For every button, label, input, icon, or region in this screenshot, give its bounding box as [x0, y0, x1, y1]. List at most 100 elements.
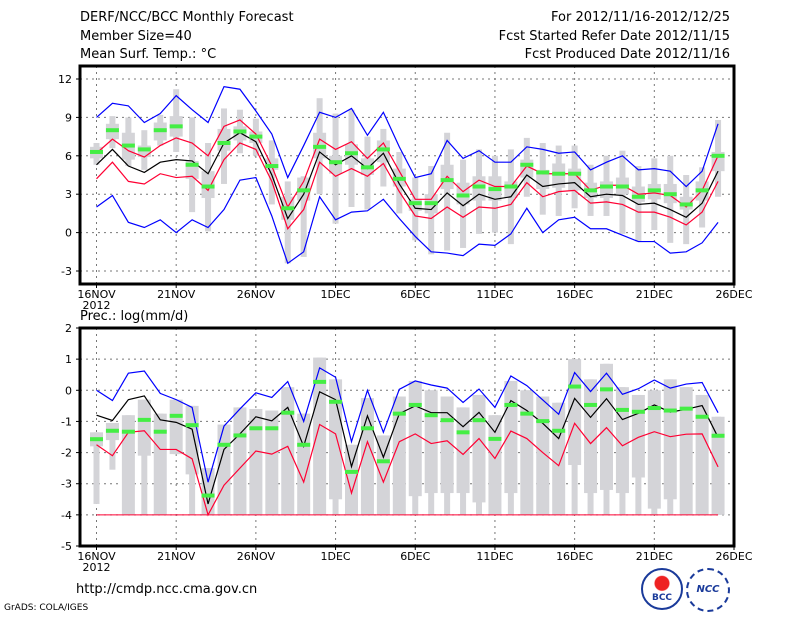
ensemble-whisker: [444, 132, 451, 251]
observation-marker: [169, 124, 183, 129]
y-tick-label: -4: [61, 509, 72, 522]
forecast-produced-date: Fcst Produced Date 2012/11/16: [524, 47, 730, 62]
ensemble-box: [631, 394, 645, 478]
x-year-label: 2012: [83, 561, 111, 574]
observation-marker: [345, 469, 358, 474]
observation-marker: [90, 149, 103, 154]
observation-marker: [329, 160, 343, 165]
bcc-logo: BCC: [641, 568, 683, 610]
x-tick-label: 16DEC: [556, 288, 593, 301]
observation-marker: [615, 184, 629, 189]
x-tick-label: 21NOV: [157, 550, 196, 563]
observation-marker: [695, 188, 709, 193]
ensemble-box: [552, 402, 566, 515]
plot-frame: [78, 326, 736, 548]
x-year-label: 2012: [83, 299, 111, 312]
observation-marker: [520, 411, 534, 416]
member-size: Member Size=40: [80, 29, 192, 44]
observation-marker: [679, 406, 693, 411]
ensemble-box: [408, 380, 422, 497]
ensemble-box: [456, 407, 470, 494]
observation-marker: [536, 419, 550, 424]
max-line: [96, 86, 719, 188]
ensemble-box: [472, 394, 486, 503]
observation-marker: [631, 409, 645, 414]
observation-marker: [472, 184, 486, 189]
ensemble-box: [504, 380, 518, 494]
observation-marker: [615, 407, 629, 412]
ensemble-box: [424, 390, 438, 494]
ensemble-box: [185, 405, 199, 475]
observation-marker: [695, 414, 709, 419]
min-line: [96, 176, 719, 265]
y-tick-label: 12: [58, 73, 72, 86]
observation-marker: [440, 418, 454, 423]
observation-marker: [552, 428, 566, 433]
observation-marker: [424, 413, 438, 418]
observation-marker: [233, 129, 247, 134]
observation-marker: [249, 134, 263, 139]
ensemble-box: [345, 444, 358, 515]
observation-marker: [137, 147, 151, 152]
x-tick-label: 6DEC: [400, 288, 430, 301]
ensemble-box: [137, 399, 151, 456]
x-tick-label: 1DEC: [321, 288, 351, 301]
upper-bound-line: [96, 119, 719, 209]
observation-marker: [663, 408, 677, 413]
ensemble-box: [376, 435, 390, 515]
ensemble-mean-line: [96, 390, 719, 505]
observation-marker: [631, 194, 645, 199]
precip-label: Prec.: log(mm/d): [80, 309, 189, 324]
observation-marker: [456, 193, 470, 198]
observation-marker: [201, 493, 215, 498]
ensemble-box: [217, 128, 231, 151]
ensemble-box: [329, 379, 343, 500]
x-tick-label: 1DEC: [321, 550, 351, 563]
y-tick-label: 0: [65, 227, 72, 240]
x-tick-label: 11DEC: [476, 288, 513, 301]
x-tick-label: 16NOV: [77, 550, 116, 563]
ensemble-box: [695, 394, 709, 515]
ensemble-box: [153, 413, 167, 515]
observation-marker: [153, 429, 167, 434]
ensemble-box: [121, 415, 135, 515]
observation-marker: [233, 433, 247, 438]
observation-marker: [201, 184, 215, 189]
observation-marker: [121, 143, 135, 148]
observation-marker: [520, 162, 534, 167]
observation-marker: [265, 164, 279, 169]
plot-frame: [78, 64, 736, 286]
observation-marker: [504, 184, 518, 189]
observation-marker: [584, 188, 598, 193]
ensemble-box: [313, 357, 327, 515]
y-tick-label: 9: [65, 111, 72, 124]
observation-marker: [121, 429, 135, 434]
observation-marker: [376, 459, 390, 464]
observation-marker: [90, 437, 103, 442]
observation-marker: [647, 188, 661, 193]
ensemble-whisker: [109, 422, 116, 470]
observation-marker: [552, 171, 566, 176]
observation-marker: [600, 184, 613, 189]
ensemble-box: [679, 387, 693, 515]
observation-marker: [504, 402, 518, 407]
y-tick-label: 1: [65, 353, 72, 366]
observation-marker: [408, 402, 422, 407]
bcc-logo-text: BCC: [651, 593, 673, 603]
x-tick-label: 6DEC: [400, 550, 430, 563]
x-tick-label: 21NOV: [157, 288, 196, 301]
y-tick-label: -1: [61, 415, 72, 428]
ensemble-whisker: [93, 432, 100, 504]
observation-marker: [217, 141, 231, 145]
observation-marker: [568, 171, 582, 176]
ensemble-box: [615, 387, 629, 494]
x-tick-label: 26NOV: [237, 288, 276, 301]
observation-marker: [105, 428, 119, 433]
ensemble-box: [392, 396, 406, 515]
observation-marker: [536, 170, 550, 175]
observation-marker: [297, 188, 311, 193]
observation-marker: [647, 406, 661, 411]
ensemble-box: [600, 181, 613, 199]
x-tick-label: 26NOV: [237, 550, 276, 563]
